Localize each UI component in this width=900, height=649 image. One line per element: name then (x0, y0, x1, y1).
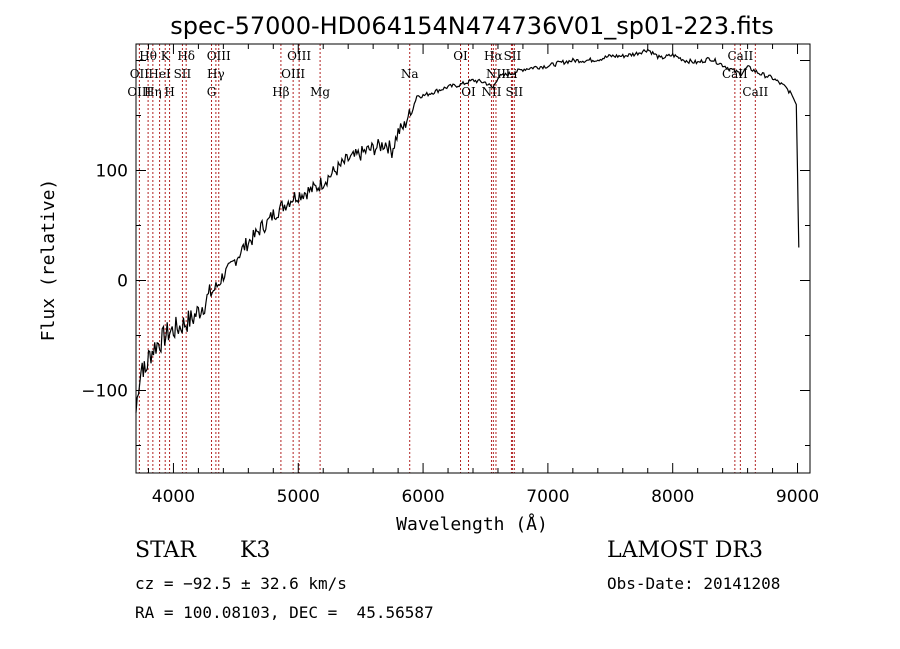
spectrum-line (135, 48, 800, 413)
x-tick-label-6000: 6000 (401, 487, 444, 507)
y-tick-label--100: −100 (81, 382, 128, 402)
spectral-subclass: K3 (240, 538, 271, 563)
marker-label-24: OI (461, 85, 476, 99)
x-tick-label-8000: 8000 (651, 487, 694, 507)
x-tick-label-9000: 9000 (776, 487, 819, 507)
y-tick-label-0: 0 (117, 272, 128, 292)
x-tick-label-7000: 7000 (526, 487, 569, 507)
x-tick-label-4000: 4000 (152, 487, 195, 507)
marker-label-3: OIII (207, 49, 231, 63)
marker-label-7: SII (504, 49, 522, 63)
marker-label-27: CaII (742, 85, 768, 99)
marker-label-8: CaII (727, 49, 753, 63)
chart-title: spec-57000-HD064154N474736V01_sp01-223.f… (170, 12, 773, 40)
marker-label-12: Hγ (207, 67, 225, 81)
marker-label-20: H (164, 85, 174, 99)
marker-label-22: Hβ (272, 85, 289, 99)
marker-label-5: OI (453, 49, 468, 63)
x-tick-label-5000: 5000 (277, 487, 320, 507)
marker-label-15: NII (486, 67, 506, 81)
marker-label-1: K (161, 49, 171, 63)
marker-label-23: Mg (310, 85, 330, 99)
marker-label-9: OII (130, 67, 150, 81)
marker-label-21: G (207, 85, 217, 99)
x-axis-ticks: 4000 5000 6000 7000 8000 9000 (147, 44, 819, 507)
y-tick-label-100: 100 (96, 162, 128, 182)
marker-label-25: NII (481, 85, 501, 99)
emission-line-markers (138, 44, 756, 473)
object-type: STAR (135, 538, 196, 563)
marker-label-6: Hα (484, 49, 503, 63)
marker-label-19: Hη (144, 85, 162, 99)
marker-label-26: SII (505, 85, 523, 99)
x-axis-title: Wavelength (Å) (396, 513, 548, 535)
marker-label-10: HeI (148, 67, 171, 81)
marker-label-0: Hθ (139, 49, 157, 63)
marker-label-14: Na (401, 67, 419, 81)
redshift-readout: cz = −92.5 ± 32.6 km/s (135, 574, 347, 593)
marker-label-18: OIII (127, 85, 151, 99)
marker-label-4: OIII (287, 49, 311, 63)
marker-label-11: SII (174, 67, 192, 81)
coordinates-readout: RA = 100.08103, DEC = 45.56587 (135, 603, 434, 622)
marker-label-17: CaII (722, 67, 748, 81)
marker-label-2: Hδ (177, 49, 195, 63)
survey-name: LAMOST DR3 (607, 538, 763, 563)
marker-label-13: OIII (281, 67, 305, 81)
y-axis-title: Flux (relative) (38, 179, 59, 342)
observation-date: Obs-Date: 20141208 (607, 574, 781, 593)
y-axis-ticks: −100 0 100 (81, 60, 810, 446)
